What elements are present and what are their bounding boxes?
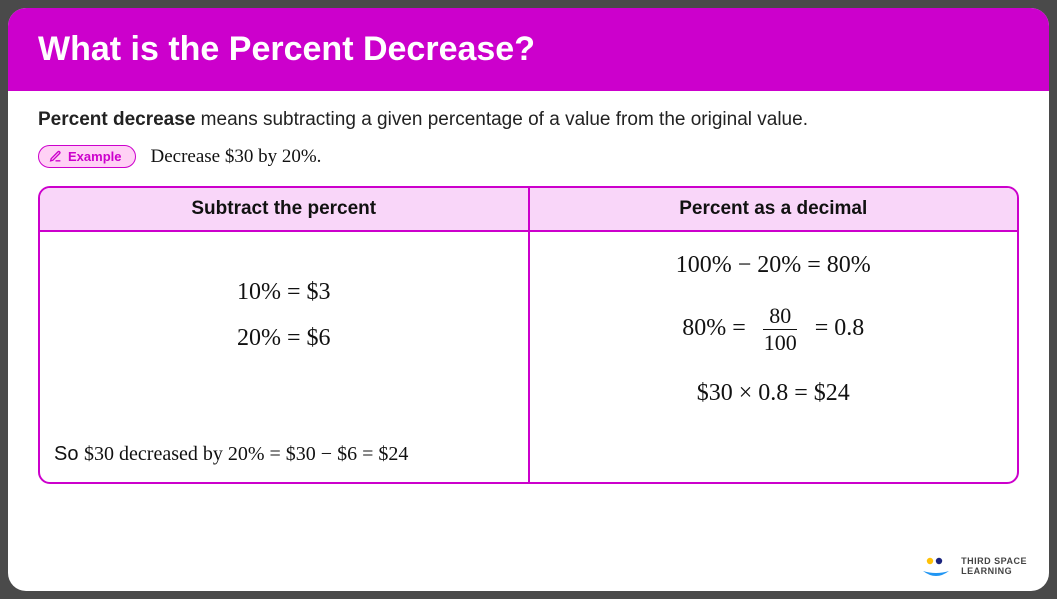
lesson-card: What is the Percent Decrease? Percent de… <box>8 8 1049 591</box>
equation-2: 80% = 80100 = 0.8 <box>682 303 864 356</box>
conclusion-prefix: So <box>54 443 84 465</box>
percent-line-1: 10% = $3 <box>237 270 331 316</box>
example-badge: Example <box>38 145 136 168</box>
eq2-right: = 0.8 <box>809 315 865 341</box>
brand-line-2: LEARNING <box>961 567 1027 577</box>
conclusion-math: $30 decreased by 20% = $30 − $6 = $24 <box>84 443 408 465</box>
comparison-table: Subtract the percent Percent as a decima… <box>38 186 1019 484</box>
definition-text: Percent decrease means subtracting a giv… <box>38 109 1019 131</box>
definition-bold: Percent decrease <box>38 109 195 130</box>
pencil-icon <box>49 150 62 163</box>
brand-logo-icon <box>919 555 953 579</box>
example-row: Example Decrease $30 by 20%. <box>38 145 1019 168</box>
card-body: Percent decrease means subtracting a giv… <box>8 91 1049 591</box>
percent-line-2: 20% = $6 <box>237 316 331 362</box>
example-badge-label: Example <box>68 149 121 164</box>
card-title: What is the Percent Decrease? <box>38 30 535 68</box>
equation-1: 100% − 20% = 80% <box>676 252 871 279</box>
fraction-numerator: 80 <box>763 303 797 330</box>
card-header: What is the Percent Decrease? <box>8 8 1049 91</box>
table-cell-right: 100% − 20% = 80% 80% = 80100 = 0.8 $30 ×… <box>530 232 1018 482</box>
table-cell-left: 10% = $3 20% = $6 So $30 decreased by 20… <box>40 232 530 482</box>
example-text: Decrease $30 by 20%. <box>150 146 321 168</box>
equation-3: $30 × 0.8 = $24 <box>697 380 850 407</box>
table-head: Subtract the percent Percent as a decima… <box>40 188 1017 232</box>
conclusion-text: So $30 decreased by 20% = $30 − $6 = $24 <box>54 443 408 466</box>
fraction-denominator: 100 <box>758 330 803 356</box>
brand-footer: THIRD SPACE LEARNING <box>919 555 1027 579</box>
table-header-right: Percent as a decimal <box>530 188 1018 230</box>
eq2-left: 80% = <box>682 315 752 341</box>
percent-values: 10% = $3 20% = $6 <box>237 270 331 361</box>
definition-rest: means subtracting a given percentage of … <box>195 109 808 130</box>
fraction: 80100 <box>758 303 803 356</box>
table-header-left: Subtract the percent <box>40 188 530 230</box>
brand-text: THIRD SPACE LEARNING <box>961 557 1027 577</box>
table-body: 10% = $3 20% = $6 So $30 decreased by 20… <box>40 232 1017 482</box>
